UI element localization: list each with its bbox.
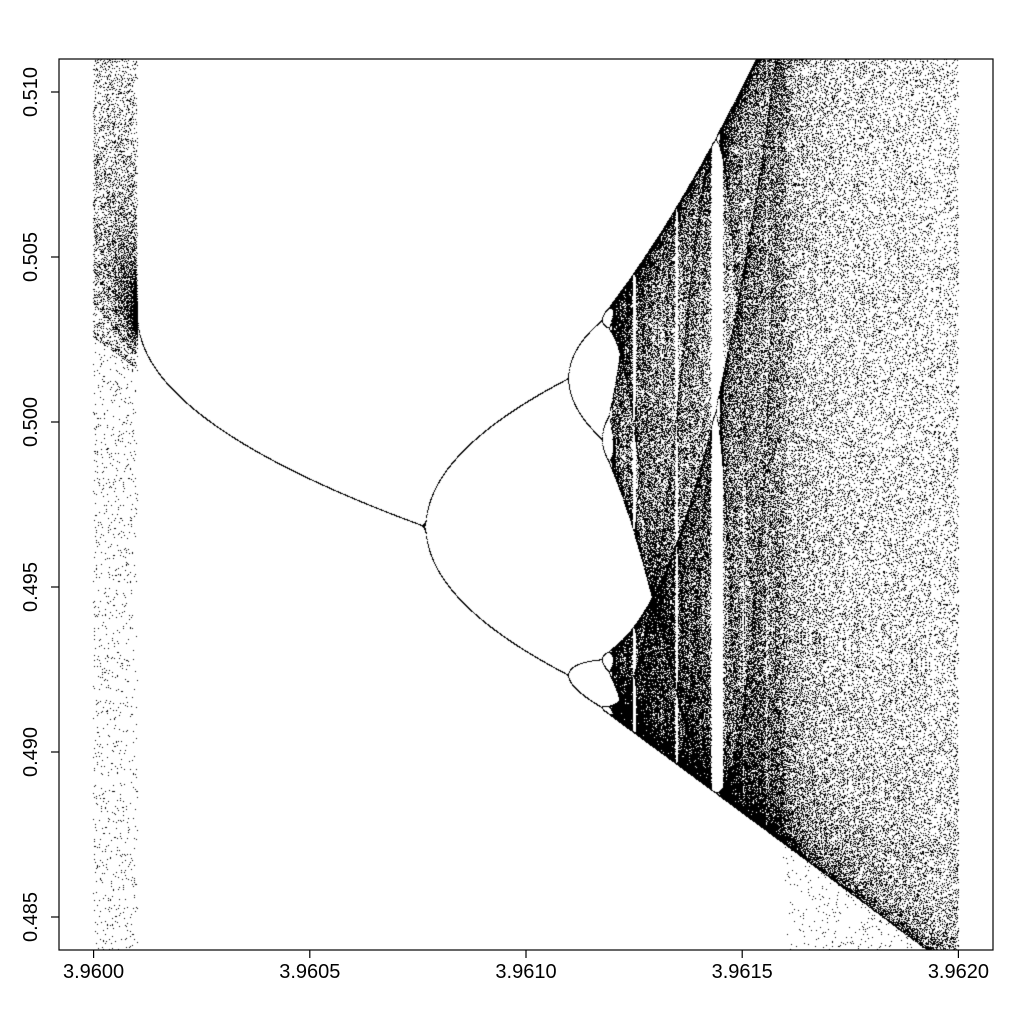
x-tick-label: 3.9620 [928, 961, 989, 983]
y-tick-label: 0.485 [20, 892, 42, 942]
x-tick-label: 3.9615 [712, 961, 773, 983]
plot-area [59, 59, 993, 950]
y-tick-label: 0.495 [20, 562, 42, 612]
y-tick-label: 0.505 [20, 232, 42, 282]
x-tick-label: 3.9610 [495, 961, 556, 983]
y-tick-label: 0.510 [20, 67, 42, 117]
x-axis: 3.9600 3.9605 3.9610 3.9615 3.9620 [63, 950, 989, 983]
y-tick-label: 0.490 [20, 727, 42, 777]
y-tick-label: 0.500 [20, 397, 42, 447]
y-axis: 0.485 0.490 0.495 0.500 0.505 0.510 [20, 67, 59, 942]
scatter-points [59, 59, 993, 950]
x-tick-label: 3.9605 [279, 961, 340, 983]
x-tick-label: 3.9600 [63, 961, 124, 983]
